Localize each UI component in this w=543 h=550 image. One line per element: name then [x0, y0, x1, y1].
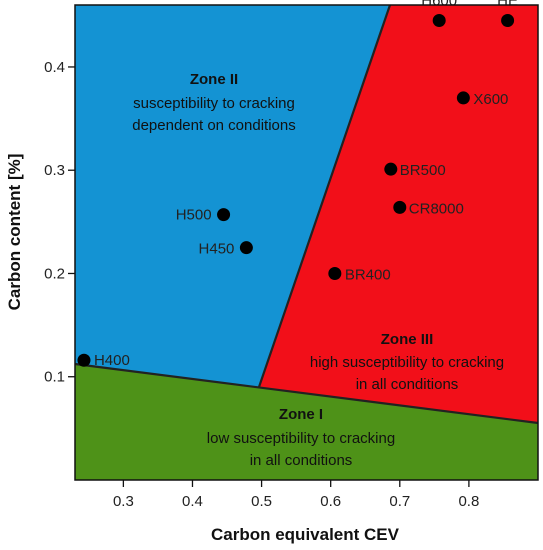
data-point-label-br500: BR500: [400, 162, 446, 179]
zone-3-region: [259, 5, 538, 423]
zone-1-desc-line-2: in all conditions: [250, 452, 353, 469]
x-axis-title: Carbon equivalent CEV: [211, 525, 400, 544]
data-point-h400: [77, 353, 91, 367]
x-tick-label: 0.4: [182, 493, 203, 510]
data-point-label-h400: H400: [94, 352, 130, 369]
zone-3-annotation: Zone III high susceptibility to cracking…: [310, 331, 504, 393]
data-point-label-x600: X600: [473, 91, 508, 108]
zone-3-desc-line-1: high susceptibility to cracking: [310, 354, 504, 371]
x-tick-label: 0.8: [458, 493, 479, 510]
x-axis: 0.3 0.4 0.5 0.6 0.7 0.8: [113, 480, 479, 510]
zone-1-title: Zone I: [279, 406, 323, 423]
data-point-h450: [239, 241, 253, 255]
zone-3-desc-line-2: in all conditions: [356, 376, 459, 393]
x-tick-label: 0.6: [320, 493, 341, 510]
y-tick-label: 0.3: [44, 162, 65, 179]
y-axis: 0.1 0.2 0.3 0.4: [44, 59, 75, 386]
data-point-h500: [217, 208, 231, 222]
plot-area: [74, 4, 539, 480]
data-point-label-h450: H450: [199, 241, 235, 258]
data-point-label-h500: H500: [176, 207, 212, 224]
zone-2-annotation: Zone II susceptibility to cracking depen…: [132, 71, 295, 134]
data-point-x600: [456, 91, 470, 105]
zone-3-title: Zone III: [381, 331, 434, 348]
zone-1-annotation: Zone I low susceptibility to cracking in…: [207, 406, 395, 469]
zone-1-desc-line-1: low susceptibility to cracking: [207, 430, 395, 447]
zone-2-title: Zone II: [190, 71, 238, 88]
data-point-br400: [328, 266, 342, 280]
zone-2-desc-line-2: dependent on conditions: [132, 117, 295, 134]
y-axis-title: Carbon content [%]: [5, 154, 24, 311]
zone-2-region: [75, 5, 390, 387]
data-point-br500: [384, 162, 398, 176]
zone-boundary-upper: [257, 4, 392, 388]
plot-frame: [74, 4, 539, 481]
x-tick-label: 0.3: [113, 493, 134, 510]
zone-1-region: [75, 364, 538, 480]
data-point-he: [501, 13, 515, 27]
data-point-label-cr8000: CR8000: [409, 200, 464, 217]
zone-2-desc-line-1: susceptibility to cracking: [133, 95, 295, 112]
data-point-h600: [432, 13, 446, 27]
x-tick-label: 0.7: [389, 493, 410, 510]
y-tick-label: 0.1: [44, 369, 65, 386]
y-tick-label: 0.4: [44, 59, 65, 76]
data-point-label-br400: BR400: [345, 266, 391, 283]
x-tick-label: 0.5: [251, 493, 272, 510]
data-point-cr8000: [393, 200, 407, 214]
y-tick-label: 0.2: [44, 265, 65, 282]
zone-boundary-lower: [74, 362, 539, 425]
